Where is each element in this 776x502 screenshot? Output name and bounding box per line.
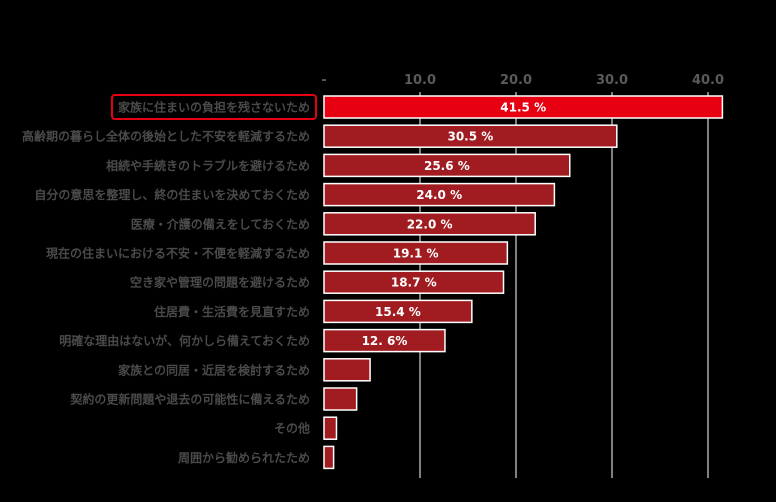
bar-value-label: 30.5 % (447, 130, 493, 144)
bar-value-label: 12. 6% (362, 334, 408, 348)
bar-value-label: 25.6 % (424, 159, 470, 173)
category-label: 周囲から勧められたため (178, 450, 310, 465)
bar-value-label: 22.0 % (407, 217, 453, 231)
category-label: 医療・介護の備えをしておくため (131, 216, 310, 231)
bar-value-label: 19.1 % (393, 247, 439, 261)
x-tick-label: - (321, 73, 326, 88)
category-label: 家族との同居・近居を検討するため (118, 362, 310, 377)
category-label: 相続や手続きのトラブルを避けるため (106, 158, 310, 173)
category-label: その他 (274, 421, 310, 436)
category-label: 家族に住まいの負担を残さないため (118, 100, 310, 115)
category-label: 現在の住まいにおける不安・不便を軽減するため (46, 246, 310, 261)
bar (323, 416, 338, 440)
bar (323, 445, 335, 470)
category-label: 空き家や管理の問題を避けるため (130, 275, 310, 290)
bars: 41.5 % 30.5 % 25.6 % 24.0 % 22.0 % 19.1 % 18.7… (323, 95, 724, 470)
bar (323, 299, 473, 324)
x-tick-label: 30.0 (596, 73, 628, 88)
bar (323, 212, 536, 236)
category-label: 明確な理由はないが、何かしら備えておくため (59, 333, 310, 348)
category-label: 住居費・生活費を見直すため (154, 304, 310, 319)
highlight-box (110, 94, 317, 120)
bar (323, 153, 571, 178)
x-axis-ticks: - 10.0 20.0 30.0 40.0 (321, 73, 724, 88)
bar (323, 358, 371, 382)
category-label: 高齢期の暮らし全体の後始とした不安を軽減するため (22, 129, 310, 144)
bar (323, 182, 556, 207)
bar (323, 387, 358, 411)
bar-value-label: 15.4 % (375, 305, 421, 319)
category-label: 自分の意思を整理し、終の住まいを決めておくため (34, 187, 310, 202)
x-tick-label: 10.0 (404, 73, 436, 88)
bar-value-label: 18.7 % (391, 276, 437, 290)
x-tick-label: 20.0 (500, 73, 532, 88)
bar-value-label: 41.5 % (500, 101, 546, 115)
bar-value-label: 24.0 % (416, 188, 462, 202)
bar (323, 241, 509, 265)
x-tick-label: 40.0 (692, 73, 724, 88)
category-label: 契約の更新問題や退去の可能性に備えるため (69, 392, 310, 407)
category-labels: 家族に住まいの負担を残さないため高齢期の暮らし全体の後始とした不安を軽減するため… (22, 94, 317, 465)
bar (323, 270, 505, 294)
bar (323, 95, 724, 119)
bar (323, 328, 446, 353)
bar (323, 124, 618, 148)
